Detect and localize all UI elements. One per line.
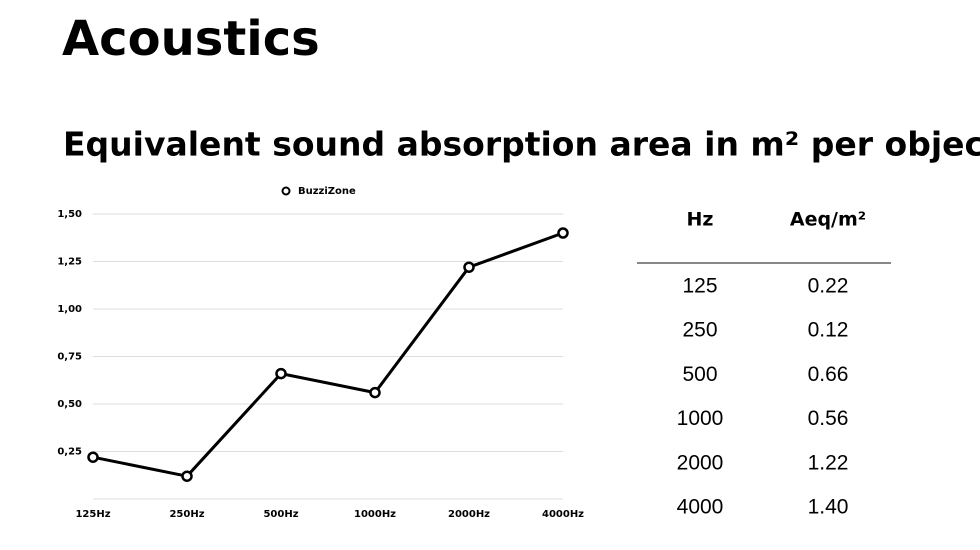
slide-title: Acoustics [62,11,320,67]
table-header: Aeq/m² [790,209,866,231]
x-tick-label: 1000Hz [354,509,396,520]
table-header: Hz [687,209,714,231]
data-point [181,470,193,482]
x-tick-label: 4000Hz [542,509,584,520]
data-point [275,367,287,380]
table-cell: 0.22 [808,275,849,298]
y-tick-label: 1,50 [57,209,82,220]
series-line [92,231,564,478]
table-cell: 1.22 [808,451,849,474]
x-tick-label: 125Hz [75,509,110,520]
legend-marker [281,186,291,196]
table-cell: 1.40 [808,496,849,519]
x-tick-label: 500Hz [263,509,298,520]
data-point [87,451,99,463]
y-tick-label: 0,50 [57,399,82,410]
table-cell: 1000 [677,407,724,430]
table-cell: 125 [682,275,717,298]
data-point [369,386,381,399]
data-point [463,261,475,273]
legend-label: BuzziZone [298,186,356,197]
table-cell: 500 [682,363,717,386]
y-tick-label: 0,25 [57,447,82,458]
x-tick-label: 250Hz [169,509,204,520]
table-cell: 0.66 [808,363,849,386]
table-cell: 2000 [677,451,724,474]
y-tick-label: 1,25 [57,257,82,268]
table-cell: 4000 [677,496,724,519]
slide-subtitle: Equivalent sound absorption area in m² p… [63,125,980,164]
x-tick-label: 2000Hz [448,509,490,520]
table-cell: 0.12 [808,319,849,342]
y-tick-label: 1,00 [57,304,82,315]
table-cell: 250 [682,319,717,342]
data-point [557,227,569,239]
y-tick-label: 0,75 [57,352,82,363]
table-cell: 0.56 [808,407,849,430]
